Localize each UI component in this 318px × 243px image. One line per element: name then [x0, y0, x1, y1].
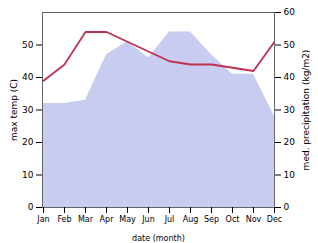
- svg-text:40: 40: [22, 72, 34, 82]
- svg-text:Jun: Jun: [141, 215, 155, 224]
- svg-text:Mar: Mar: [78, 215, 94, 224]
- svg-text:Apr: Apr: [100, 215, 115, 224]
- svg-text:40: 40: [284, 72, 296, 82]
- svg-text:60: 60: [284, 7, 296, 17]
- svg-text:Feb: Feb: [57, 215, 71, 224]
- svg-text:50: 50: [284, 40, 296, 50]
- svg-text:30: 30: [284, 105, 296, 115]
- svg-text:med. precipitation (kg/m2): med. precipitation (kg/m2): [301, 50, 311, 171]
- svg-text:Jul: Jul: [164, 215, 175, 224]
- svg-text:date (month): date (month): [132, 234, 185, 243]
- svg-text:30: 30: [22, 105, 34, 115]
- svg-text:0: 0: [284, 202, 290, 212]
- svg-text:max temp (C): max temp (C): [9, 79, 19, 141]
- svg-text:50: 50: [22, 40, 34, 50]
- svg-text:May: May: [119, 215, 136, 224]
- svg-text:Aug: Aug: [183, 215, 199, 224]
- svg-text:20: 20: [22, 137, 34, 147]
- svg-text:0: 0: [28, 202, 34, 212]
- svg-text:Oct: Oct: [226, 215, 240, 224]
- svg-text:Nov: Nov: [246, 215, 262, 224]
- svg-text:10: 10: [284, 170, 296, 180]
- svg-text:Dec: Dec: [267, 215, 282, 224]
- svg-text:Jan: Jan: [36, 215, 49, 224]
- svg-text:10: 10: [22, 170, 34, 180]
- svg-text:Sep: Sep: [204, 215, 219, 224]
- svg-text:20: 20: [284, 137, 296, 147]
